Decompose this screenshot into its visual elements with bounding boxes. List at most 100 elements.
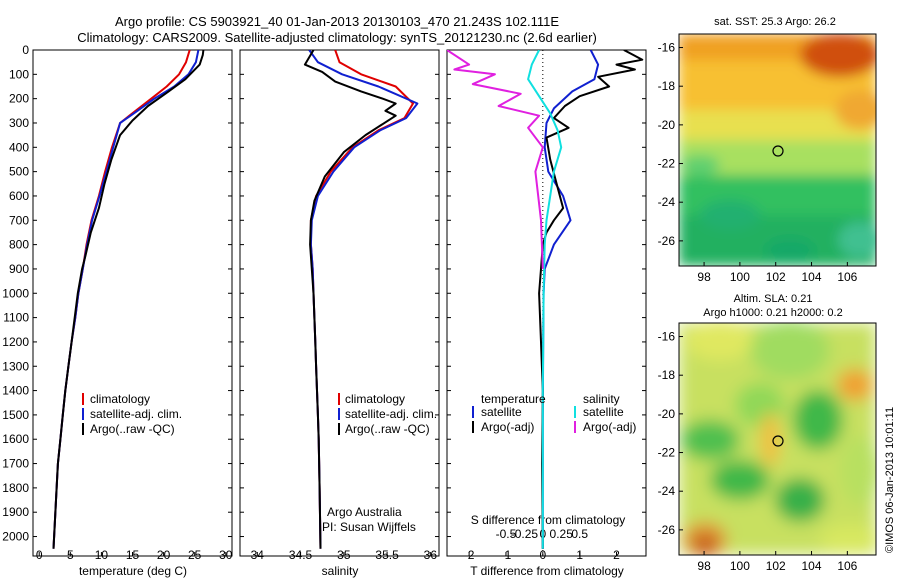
sst-map-frame <box>678 33 877 267</box>
difference-x-tick-label: -2 <box>464 548 475 562</box>
depth-tick-label: 400 <box>9 140 29 154</box>
map-lat-tick-label: -16 <box>658 330 676 344</box>
salinity-x-tick-label: 35.5 <box>375 548 399 562</box>
map-lat-tick-label: -22 <box>658 446 676 460</box>
temperature-satellite-adj-clim--line <box>52 50 200 549</box>
legend-label-temp-satellite: satellite <box>481 405 522 419</box>
legend-label-satellite: satellite-adj. clim. <box>90 407 182 421</box>
depth-tick-label: 1800 <box>2 481 29 495</box>
salinity-panel-frame <box>239 49 440 557</box>
sla-map-title-line1: Altim. SLA: 0.21 <box>734 293 813 305</box>
salinity-difference-axis-label: S difference from climatology <box>471 513 626 527</box>
depth-tick-label: 700 <box>9 213 29 227</box>
depth-tick-label: 2000 <box>2 530 29 544</box>
salinity-difference-tick-label: 0.5 <box>571 527 588 541</box>
depth-tick-label: 1400 <box>2 384 29 398</box>
sst-map <box>679 34 876 266</box>
legend-label-argo: Argo(..raw -QC) <box>345 422 430 436</box>
salinity-legend: climatology satellite-adj. clim. Argo(..… <box>338 392 437 436</box>
legend-label-satellite: satellite-adj. clim. <box>345 407 437 421</box>
sla-map-title-line2: Argo h1000: 0.21 h2000: 0.2 <box>703 307 842 319</box>
map-lat-tick-label: -18 <box>658 79 676 93</box>
salinity-x-ticks: 34 34.5 35 35.5 36 <box>251 548 438 562</box>
salinity-x-tick-label: 35 <box>337 548 351 562</box>
map-lon-tick-label: 98 <box>697 270 711 284</box>
map-lon-tick-label: 102 <box>766 559 786 573</box>
map-lat-tick-label: -22 <box>658 157 676 171</box>
salinity-x-tick-label: 36 <box>424 548 438 562</box>
temperature-panel-frame <box>32 49 233 557</box>
legend-label-climatology: climatology <box>90 392 150 406</box>
depth-tick-label: 0 <box>22 43 29 57</box>
temperature-x-tick-label: 15 <box>126 548 140 562</box>
map-lon-tick-label: 98 <box>697 559 711 573</box>
temperature-x-tick-label: 25 <box>188 548 202 562</box>
salinity-satellite-adj-clim--line <box>308 50 419 549</box>
salinity-series <box>303 50 419 549</box>
depth-tick-label: 1100 <box>3 311 29 325</box>
temperature-x-ticks: 0 5 10 15 20 25 30 <box>36 548 233 562</box>
map-lat-tick-label: -20 <box>658 407 676 421</box>
argo-location-marker <box>772 145 784 157</box>
depth-tick-label: 500 <box>9 165 29 179</box>
temperature-x-tick-label: 10 <box>95 548 109 562</box>
depth-tick-label: 900 <box>9 262 29 276</box>
depth-tick-label: 1700 <box>2 457 29 471</box>
temperature-argo-adj--line <box>538 50 644 549</box>
sst-map-title: sat. SST: 25.3 Argo: 26.2 <box>714 16 836 28</box>
salinity-annotation-line1: Argo Australia <box>327 505 402 519</box>
sla-map-frame <box>678 322 877 556</box>
figure-title-line2: Climatology: CARS2009. Satellite-adjuste… <box>77 30 597 45</box>
imos-timestamp: ©IMOS 06-Jan-2013 10:01:11 <box>884 407 896 553</box>
map-lat-tick-label: -18 <box>658 368 676 382</box>
temperature-satellite-line <box>541 50 600 549</box>
temperature-x-tick-label: 20 <box>157 548 171 562</box>
temperature-x-axis-label: temperature (deg C) <box>79 564 187 578</box>
sst-map-ticks: 98 100 102 104 106 -16 -18 -20 -22 -24 -26 <box>658 41 858 284</box>
difference-x-tick-label: 2 <box>613 548 620 562</box>
depth-tick-marks <box>33 49 646 538</box>
legend-title-temperature: temperature <box>481 392 546 406</box>
map-lat-tick-label: -24 <box>658 195 676 209</box>
argo-location-marker <box>772 435 784 447</box>
map-lon-tick-label: 104 <box>802 559 822 573</box>
temperature-legend: climatology satellite-adj. clim. Argo(..… <box>82 392 182 436</box>
depth-tick-label: 1500 <box>2 408 29 422</box>
map-lat-tick-label: -16 <box>658 41 676 55</box>
depth-tick-labels: 0 100 200 300 400 500 600 700 800 900 1000 1100 1200… <box>2 43 29 544</box>
sla-map <box>679 323 876 555</box>
salinity-difference-x-ticks: -0.5-0.2500.250.5 <box>496 527 589 541</box>
depth-tick-label: 1200 <box>2 335 29 349</box>
legend-label-sal-argo: Argo(-adj) <box>583 420 636 434</box>
depth-tick-label: 100 <box>9 67 29 81</box>
sla-map-ticks: 98 100 102 104 106 -16 -18 -20 -22 -24 -26 <box>658 330 858 573</box>
depth-tick-label: 600 <box>9 189 29 203</box>
depth-tick-label: 800 <box>9 238 29 252</box>
figure-title-line1: Argo profile: CS 5903921_40 01-Jan-2013 … <box>115 14 559 29</box>
difference-x-ticks: -2-1012 <box>464 548 620 562</box>
salinity-x-tick-label: 34 <box>251 548 265 562</box>
salinity-satellite-line <box>527 50 563 549</box>
depth-tick-label: 200 <box>9 92 29 106</box>
salinity-argo-adj--line <box>447 50 544 269</box>
depth-tick-label: 1300 <box>2 359 29 373</box>
difference-x-tick-label: 1 <box>576 548 583 562</box>
map-lon-tick-label: 100 <box>730 559 750 573</box>
salinity-difference-tick-label: -0.5 <box>496 527 517 541</box>
map-lat-tick-label: -20 <box>658 118 676 132</box>
difference-x-tick-label: -1 <box>501 548 512 562</box>
temperature-x-tick-label: 0 <box>36 548 43 562</box>
salinity-climatology-line <box>309 50 414 549</box>
map-lon-tick-label: 104 <box>802 270 822 284</box>
temperature-series <box>52 50 205 549</box>
salinity-difference-tick-label: 0.25 <box>550 527 574 541</box>
temperature-x-tick-label: 30 <box>219 548 233 562</box>
legend-label-sal-satellite: satellite <box>583 405 624 419</box>
salinity-annotation-line2: PI: Susan Wijffels <box>322 520 416 534</box>
depth-tick-label: 1000 <box>2 286 29 300</box>
map-lon-tick-label: 102 <box>766 270 786 284</box>
depth-tick-label: 300 <box>9 116 29 130</box>
legend-label-argo: Argo(..raw -QC) <box>90 422 175 436</box>
difference-series <box>447 50 644 549</box>
map-lat-tick-label: -26 <box>658 234 676 248</box>
